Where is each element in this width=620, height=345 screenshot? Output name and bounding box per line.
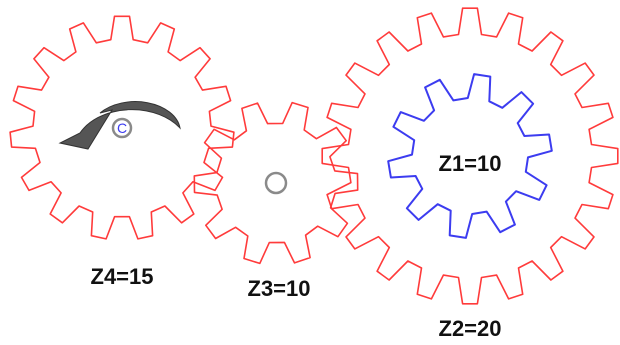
gear-z4-hub-letter: C [117,120,127,136]
gear-z3-hub [266,173,286,193]
gear-z4-label: Z4=15 [91,264,154,289]
gear-z2-label: Z2=20 [439,316,502,341]
gear-z1-label: Z1=10 [439,151,502,176]
gear-z4: C [10,16,234,239]
gear-z3-label: Z3=10 [248,276,311,301]
